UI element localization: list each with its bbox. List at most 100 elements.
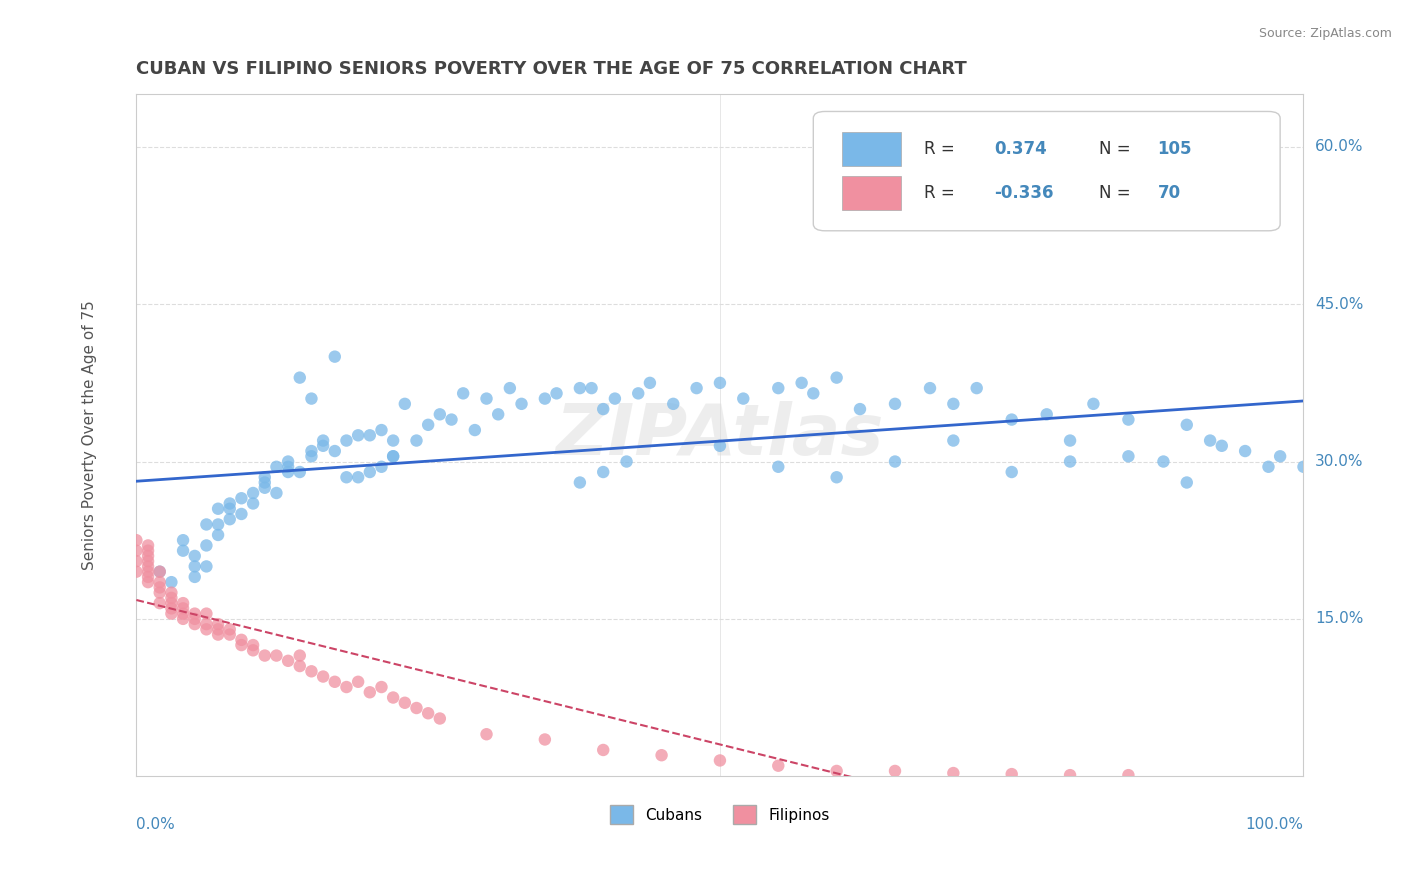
Point (172, 601, 194, 615)
Point (266, 486, 288, 500)
Point (685, 381, 707, 395)
Text: 105: 105 (1157, 140, 1192, 158)
Point (709, 439, 731, 453)
Point (801, 386, 824, 401)
Point (207, 517, 229, 532)
Point (709, 754, 731, 768)
Point (335, 680, 357, 694)
Point (195, 559, 218, 574)
Point (231, 632, 253, 647)
Point (429, 711, 451, 725)
Point (136, 543, 159, 558)
Point (218, 623, 240, 637)
Point (534, 392, 557, 406)
Point (149, 575, 172, 590)
Point (825, 470, 848, 484)
Point (884, 764, 907, 778)
Point (172, 612, 194, 626)
Point (359, 685, 381, 699)
Text: -0.336: -0.336 (994, 185, 1053, 202)
Point (149, 585, 172, 599)
Point (160, 575, 183, 590)
Point (370, 680, 392, 694)
Point (218, 501, 240, 516)
Point (195, 517, 218, 532)
Point (184, 617, 207, 632)
Point (136, 570, 159, 584)
Point (218, 496, 240, 510)
Point (312, 439, 335, 453)
Text: R =: R = (924, 140, 960, 158)
Text: R =: R = (924, 185, 960, 202)
Point (768, 459, 790, 474)
Point (825, 370, 848, 384)
Text: ZIPAtlas: ZIPAtlas (555, 401, 884, 470)
Text: N =: N = (1099, 140, 1136, 158)
Point (1001, 465, 1024, 479)
FancyBboxPatch shape (842, 177, 901, 211)
Legend: Cubans, Filipinos: Cubans, Filipinos (605, 799, 835, 830)
Point (592, 402, 614, 417)
Point (884, 454, 907, 468)
Point (1268, 450, 1291, 464)
Point (195, 538, 218, 552)
Point (709, 376, 731, 390)
Text: Seniors Poverty Over the Age of 75: Seniors Poverty Over the Age of 75 (82, 301, 97, 570)
Point (231, 491, 253, 506)
Point (347, 674, 370, 689)
Point (207, 623, 229, 637)
Point (301, 665, 323, 679)
Point (184, 559, 207, 574)
Point (534, 732, 557, 747)
Point (627, 386, 650, 401)
Point (149, 596, 172, 610)
Point (486, 408, 509, 422)
Point (242, 486, 264, 500)
Point (125, 554, 148, 568)
Point (942, 434, 965, 448)
Point (323, 350, 346, 364)
Point (1118, 450, 1140, 464)
Point (312, 434, 335, 448)
Point (733, 392, 755, 406)
Text: 100.0%: 100.0% (1246, 817, 1303, 832)
Point (1059, 434, 1081, 448)
Point (464, 423, 486, 437)
Point (172, 543, 194, 558)
Point (942, 766, 965, 780)
FancyBboxPatch shape (842, 132, 901, 166)
Point (1211, 439, 1233, 453)
Text: 0.374: 0.374 (994, 140, 1047, 158)
Point (347, 470, 370, 484)
Point (277, 654, 299, 668)
Point (207, 627, 229, 641)
Point (768, 758, 790, 772)
Point (475, 727, 498, 741)
Point (347, 428, 370, 442)
Point (1118, 768, 1140, 782)
Point (592, 743, 614, 757)
Text: 70: 70 (1157, 185, 1181, 202)
Point (184, 607, 207, 621)
Point (195, 623, 218, 637)
Text: 30.0%: 30.0% (1315, 454, 1364, 469)
Point (1001, 412, 1024, 426)
Point (825, 764, 848, 778)
Point (136, 538, 159, 552)
Point (277, 459, 299, 474)
Point (160, 596, 183, 610)
Point (616, 454, 638, 468)
Point (125, 533, 148, 548)
Point (394, 397, 416, 411)
Point (136, 565, 159, 579)
Point (1083, 397, 1105, 411)
Point (218, 512, 240, 526)
Point (359, 428, 381, 442)
Point (136, 554, 159, 568)
Point (790, 376, 813, 390)
Point (253, 481, 276, 495)
Point (592, 465, 614, 479)
Point (277, 454, 299, 468)
Point (253, 648, 276, 663)
Point (136, 549, 159, 563)
